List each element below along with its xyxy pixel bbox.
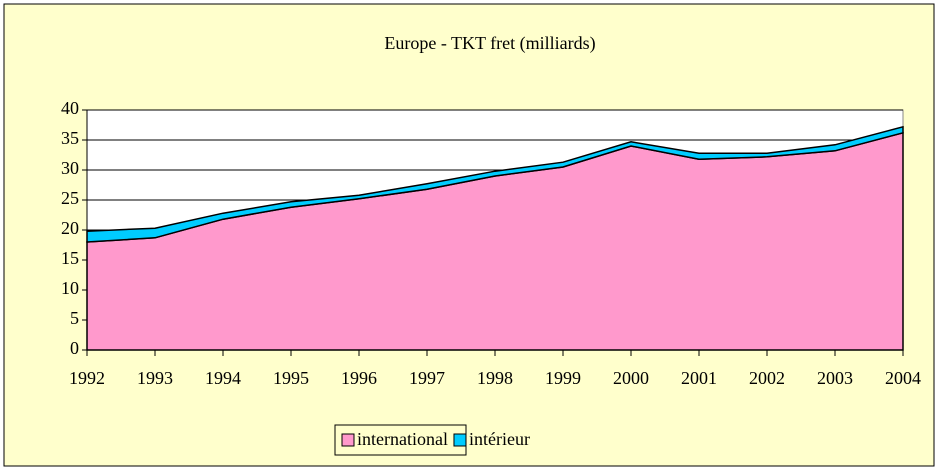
legend: international intérieur	[334, 424, 530, 456]
x-tick-label: 1994	[205, 368, 241, 388]
x-tick-label: 1997	[409, 368, 445, 388]
x-tick-label: 2002	[749, 368, 785, 388]
y-tick-label: 40	[61, 98, 79, 118]
x-tick-label: 1995	[273, 368, 309, 388]
x-tick-label: 2004	[885, 368, 921, 388]
y-tick-label: 20	[61, 218, 79, 238]
x-tick-label: 2001	[681, 368, 717, 388]
y-tick-label: 15	[61, 248, 79, 268]
y-tick-label: 30	[61, 158, 79, 178]
y-tick-label: 25	[61, 188, 79, 208]
x-tick-label: 2003	[817, 368, 853, 388]
x-tick-label: 1993	[137, 368, 173, 388]
area	[86, 125, 904, 243]
y-tick-label: 5	[70, 308, 79, 328]
legend-label: intérieur	[469, 429, 530, 449]
x-tick-label: 2000	[613, 368, 649, 388]
y-tick-label: 35	[61, 128, 79, 148]
chart-title: Europe - TKT fret (milliards)	[384, 33, 595, 54]
x-tick-label: 1999	[545, 368, 581, 388]
x-tick-label: 1998	[477, 368, 513, 388]
y-tick-label: 10	[61, 278, 79, 298]
x-tick-label: 1992	[69, 368, 105, 388]
legend-swatch	[453, 433, 467, 447]
y-tick-label: 0	[70, 338, 79, 358]
x-tick-label: 1996	[341, 368, 377, 388]
legend-swatch	[341, 433, 355, 447]
legend-box	[334, 424, 467, 456]
legend-label: international	[357, 429, 448, 449]
